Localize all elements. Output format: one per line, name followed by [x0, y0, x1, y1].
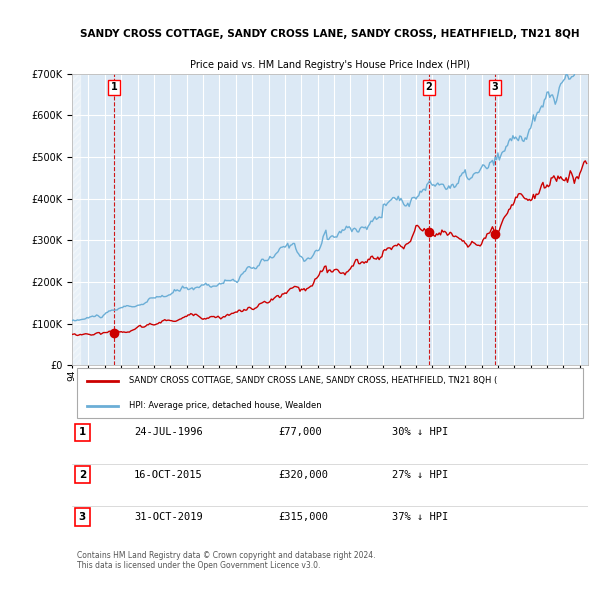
- Text: £77,000: £77,000: [278, 427, 322, 437]
- Text: 1: 1: [110, 83, 118, 93]
- Text: 31-OCT-2019: 31-OCT-2019: [134, 512, 203, 522]
- Text: 30% ↓ HPI: 30% ↓ HPI: [392, 427, 448, 437]
- Text: £315,000: £315,000: [278, 512, 328, 522]
- Text: 37% ↓ HPI: 37% ↓ HPI: [392, 512, 448, 522]
- Text: 1: 1: [79, 427, 86, 437]
- FancyBboxPatch shape: [77, 368, 583, 418]
- Text: Contains HM Land Registry data © Crown copyright and database right 2024.
This d: Contains HM Land Registry data © Crown c…: [77, 551, 376, 571]
- Text: 3: 3: [79, 512, 86, 522]
- Text: 27% ↓ HPI: 27% ↓ HPI: [392, 470, 448, 480]
- Text: SANDY CROSS COTTAGE, SANDY CROSS LANE, SANDY CROSS, HEATHFIELD, TN21 8QH: SANDY CROSS COTTAGE, SANDY CROSS LANE, S…: [80, 29, 580, 39]
- Text: 2: 2: [79, 470, 86, 480]
- Text: 2: 2: [425, 83, 433, 93]
- Text: 24-JUL-1996: 24-JUL-1996: [134, 427, 203, 437]
- Text: £320,000: £320,000: [278, 470, 328, 480]
- Text: Price paid vs. HM Land Registry's House Price Index (HPI): Price paid vs. HM Land Registry's House …: [190, 60, 470, 70]
- Text: 16-OCT-2015: 16-OCT-2015: [134, 470, 203, 480]
- Text: 3: 3: [492, 83, 499, 93]
- Text: SANDY CROSS COTTAGE, SANDY CROSS LANE, SANDY CROSS, HEATHFIELD, TN21 8QH (: SANDY CROSS COTTAGE, SANDY CROSS LANE, S…: [129, 376, 497, 385]
- Text: HPI: Average price, detached house, Wealden: HPI: Average price, detached house, Weal…: [129, 401, 322, 410]
